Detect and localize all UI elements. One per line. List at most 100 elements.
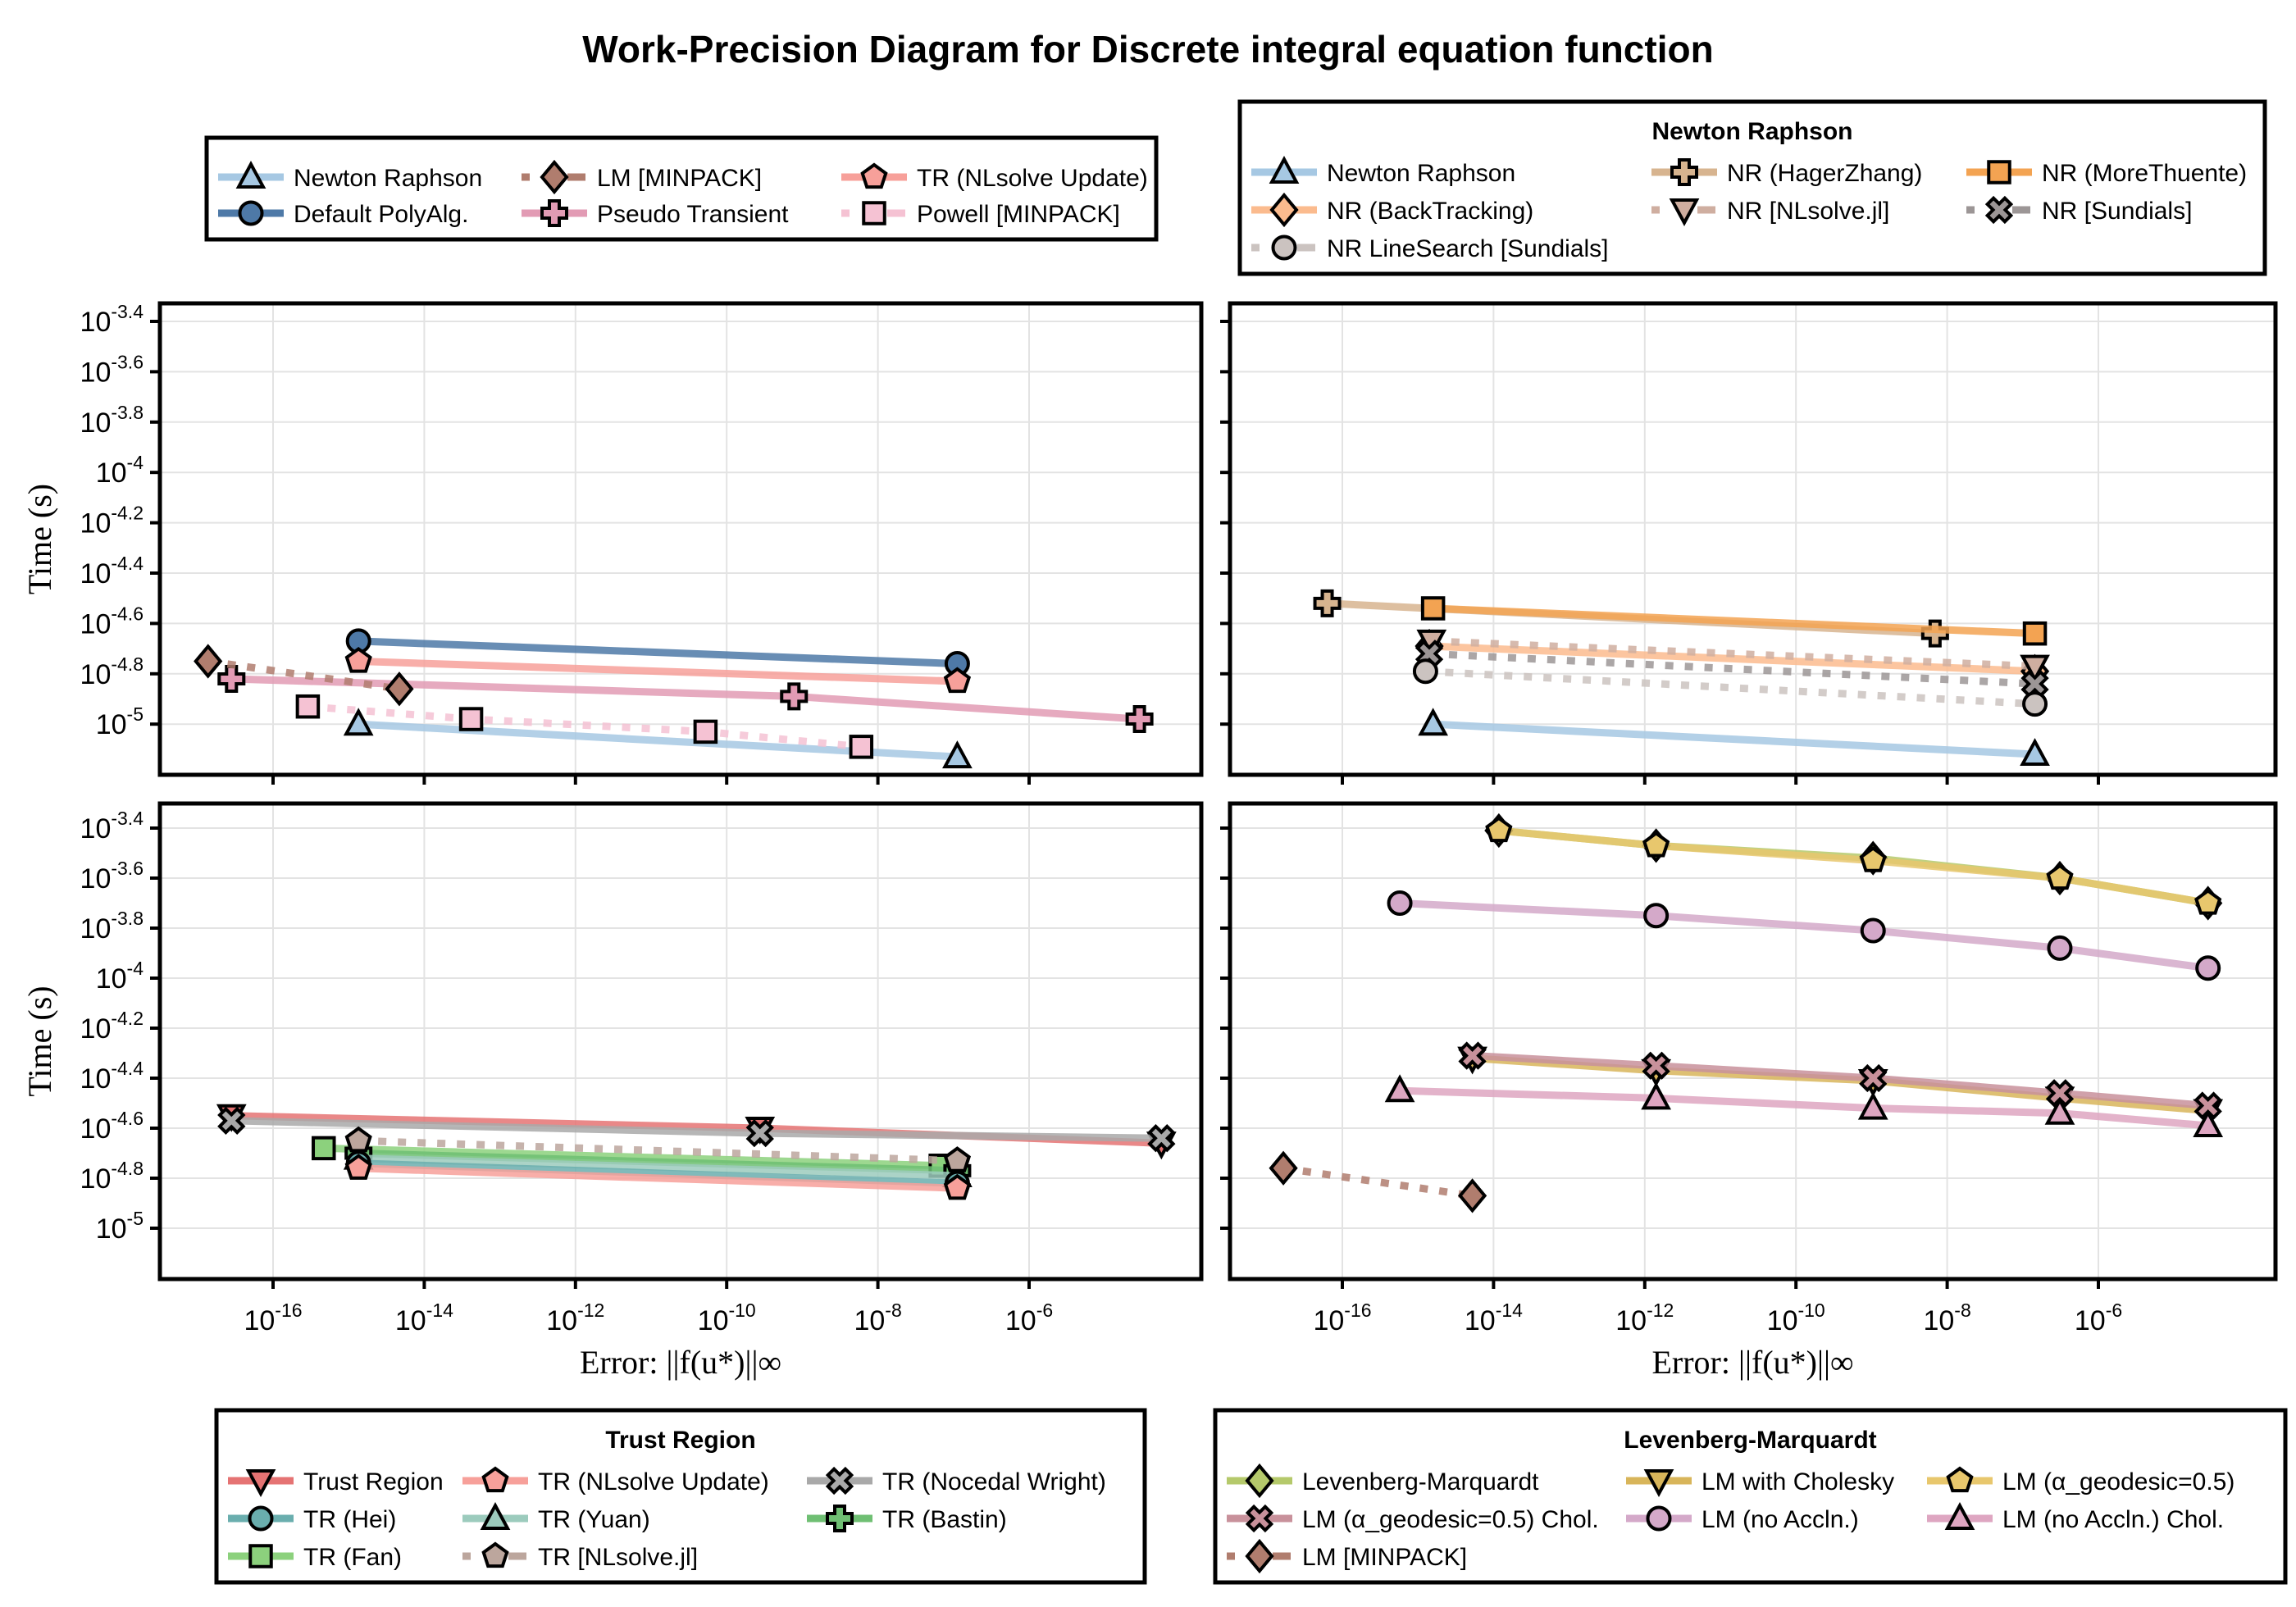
- legend-label: NR (HagerZhang): [1727, 160, 1922, 187]
- legend-main: Newton Raphson Default PolyAlg. LM [MINPAC…: [204, 135, 1159, 242]
- data-point: [1420, 596, 1446, 621]
- x-tick-label: 10-10: [698, 1300, 756, 1336]
- data-point: [2194, 1091, 2222, 1120]
- legend-entry: LM with Cholesky: [1626, 1468, 1894, 1497]
- data-point: [693, 719, 718, 744]
- series-default_polyalg: [345, 628, 970, 677]
- legend-entry: NR (BackTracking): [1251, 192, 1533, 228]
- legend-frame: [204, 135, 1159, 242]
- x-tick-label: 10-12: [546, 1300, 604, 1336]
- data-point: [2022, 691, 2048, 717]
- legend-entry: Powell [MINPACK]: [841, 201, 1120, 228]
- legend-label: Pseudo Transient: [597, 201, 789, 228]
- y-axis-label: Time (s): [21, 484, 58, 594]
- series-lm_geo_chol: [1458, 1041, 2222, 1120]
- legend-entry: TR (Nocedal Wright): [807, 1466, 1106, 1495]
- data-point: [458, 707, 484, 731]
- legend-entry: TR (Fan): [228, 1544, 402, 1571]
- legend-marker: [540, 159, 569, 195]
- axes-frame: [1228, 801, 2278, 1282]
- series-tr_nocedal: [217, 1106, 1176, 1153]
- legend-marker: [481, 1541, 509, 1568]
- series-lm_minpack2: [1269, 1150, 1487, 1213]
- legend-marker: [826, 1505, 854, 1532]
- x-tick-label: 10-16: [1313, 1300, 1371, 1336]
- data-point: [1384, 1074, 1415, 1103]
- y-tick-label: 10-4.4: [80, 553, 144, 590]
- legend-marker: [1271, 234, 1297, 261]
- data-point: [2046, 863, 2074, 890]
- data-point: [2047, 935, 2073, 961]
- data-point: [943, 1146, 972, 1172]
- legend-marker: [862, 201, 886, 225]
- legend-label: NR [NLsolve.jl]: [1727, 198, 1889, 225]
- panel-bottom-right: 10-16 10-14 10-12 10-10 10-8 10-6 Error: ||f(u…: [1220, 801, 2278, 1381]
- panel-bottom-left: 10-3.4 10-3.6 10-3.8 10-4 10-4.2 10-4.4 10-4.6…: [21, 801, 1204, 1381]
- axes-frame: [157, 801, 1204, 1282]
- series-line: [358, 1136, 958, 1165]
- series-line: [1433, 720, 2035, 758]
- data-point: [1313, 589, 1342, 617]
- y-tick-label: 10-3.4: [80, 301, 144, 338]
- legend-entry: Newton Raphson: [218, 161, 482, 192]
- legend-frame: [1213, 1408, 2288, 1585]
- legend-label: NR [Sundials]: [2042, 198, 2192, 225]
- x-axis-label: Error: ||f(u*)||∞: [580, 1344, 781, 1381]
- panel-top-right: [1220, 301, 2278, 785]
- data-point: [344, 646, 372, 673]
- x-axis-label: Error: ||f(u*)||∞: [1651, 1344, 1853, 1381]
- series-pseudo_transient: [217, 664, 1154, 734]
- data-point: [343, 708, 374, 736]
- legend-entry: LM (α_geodesic=0.5): [1927, 1466, 2234, 1495]
- legend-label: TR [NLsolve.jl]: [538, 1544, 698, 1571]
- axes-frame: [157, 301, 1204, 777]
- data-point: [943, 667, 972, 694]
- legend-entry: LM (α_geodesic=0.5) Chol.: [1227, 1504, 1599, 1533]
- legend-entry: Default PolyAlg.: [218, 200, 468, 228]
- data-point: [1125, 705, 1154, 734]
- y-tick-label: 10-4.6: [80, 1108, 144, 1145]
- series-lm_noacc_chol: [1384, 1074, 2224, 1137]
- legend-marker: [480, 1502, 511, 1530]
- series-lm_noacc: [1387, 890, 2221, 981]
- y-tick-label: 10-4.4: [80, 1058, 144, 1095]
- legend-marker: [248, 1544, 273, 1568]
- legend-label: LM [MINPACK]: [1302, 1544, 1467, 1571]
- legend-entry: NR LineSearch [Sundials]: [1251, 234, 1609, 262]
- data-point: [2020, 738, 2050, 767]
- legend-label: TR (Fan): [303, 1544, 402, 1571]
- legend-marker: [1669, 198, 1700, 226]
- x-tick-label: 10-8: [854, 1300, 901, 1336]
- data-point: [943, 1173, 972, 1200]
- legend-label: LM with Cholesky: [1702, 1468, 1894, 1495]
- y-tick-label: 10-4.2: [80, 1008, 144, 1045]
- y-tick-label: 10-4.2: [80, 503, 144, 539]
- legend-label: NR (BackTracking): [1327, 198, 1533, 225]
- data-point: [2020, 654, 2050, 683]
- data-point: [217, 664, 246, 693]
- x-tick-label: 10-16: [244, 1300, 302, 1336]
- data-point: [1457, 1178, 1487, 1213]
- data-point: [1643, 903, 1670, 929]
- legend-label: LM (α_geodesic=0.5) Chol.: [1302, 1506, 1599, 1533]
- legend-marker: [1944, 1502, 1975, 1530]
- series-line: [358, 1164, 958, 1192]
- series-line: [358, 637, 958, 668]
- data-point: [2022, 621, 2048, 646]
- series-lm_minpack: [194, 644, 414, 707]
- legend-entry: Trust Region: [228, 1468, 444, 1497]
- y-tick-label: 10-3.4: [80, 808, 144, 844]
- legend-title: Newton Raphson: [1652, 118, 1853, 145]
- legend-entry: LM [MINPACK]: [1227, 1538, 1467, 1574]
- series-powell_minpack: [295, 694, 874, 759]
- legend-label: LM [MINPACK]: [597, 165, 762, 192]
- data-point: [344, 1126, 372, 1153]
- legend-entry: LM (no Accln.) Chol.: [1927, 1502, 2224, 1533]
- legend-label: Default PolyAlg.: [294, 201, 468, 228]
- data-point: [1642, 1051, 1670, 1080]
- legend-marker: [1269, 156, 1300, 184]
- legend-marker: [1643, 1469, 1674, 1497]
- legend-title: Levenberg-Marquardt: [1624, 1427, 1876, 1454]
- data-point: [1458, 1041, 1487, 1070]
- series-line: [1433, 604, 2035, 638]
